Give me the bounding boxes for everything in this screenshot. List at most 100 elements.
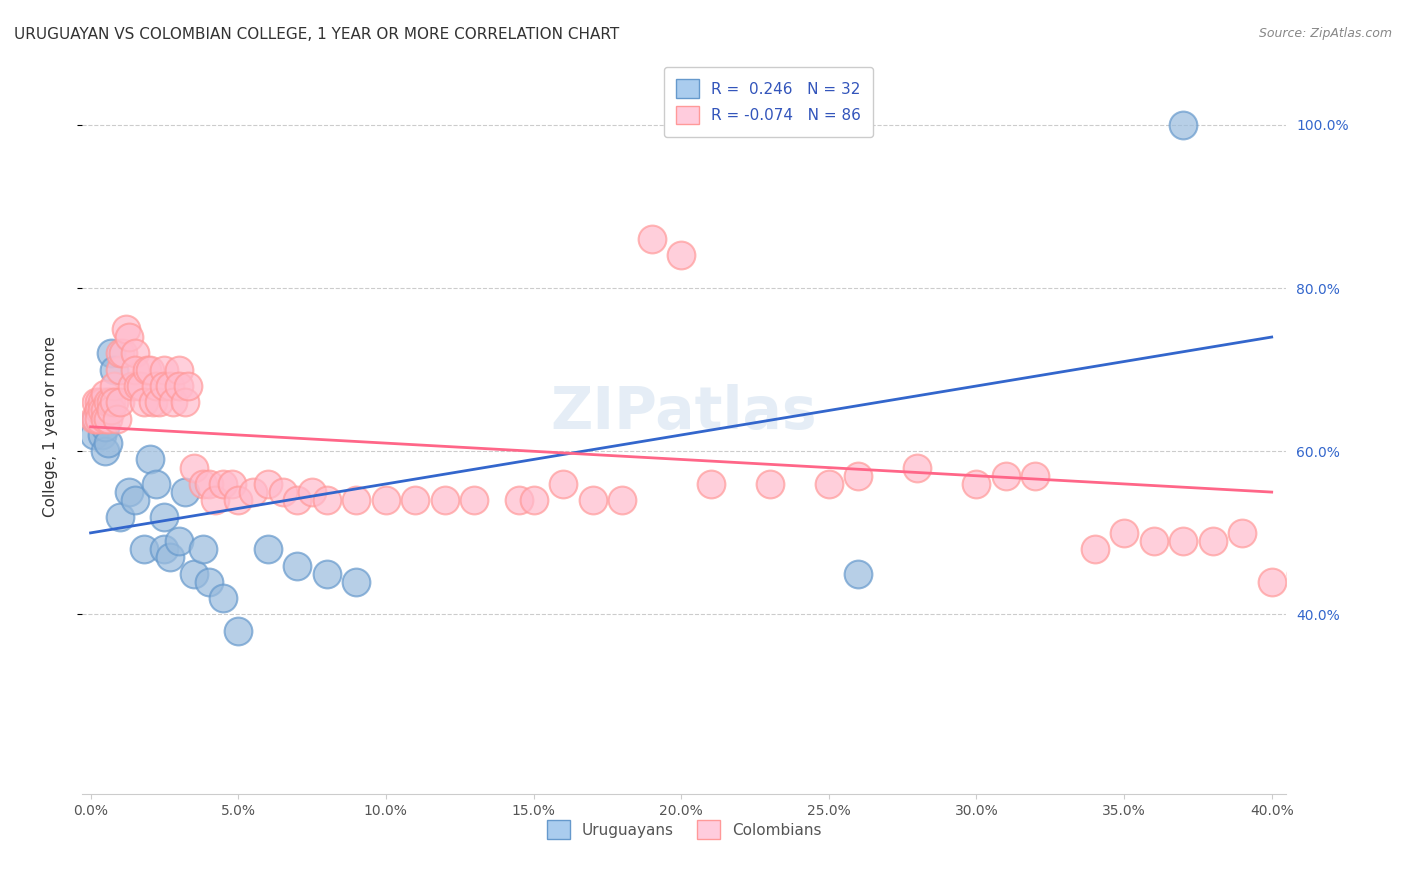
Colombians	[94, 387, 117, 401]
Colombians	[610, 493, 633, 508]
Colombians	[129, 379, 152, 393]
Colombians	[112, 346, 135, 360]
Colombians	[108, 362, 131, 376]
Uruguayans	[183, 566, 205, 581]
Colombians	[1171, 534, 1194, 549]
Colombians	[132, 395, 155, 409]
Colombians	[1083, 542, 1105, 557]
Uruguayans	[212, 591, 235, 606]
Colombians	[167, 379, 190, 393]
Colombians	[204, 493, 226, 508]
Colombians	[256, 477, 278, 491]
Colombians	[242, 485, 264, 500]
Colombians	[301, 485, 323, 500]
Colombians	[1289, 566, 1312, 581]
Colombians	[1348, 698, 1371, 712]
Uruguayans	[83, 428, 105, 442]
Colombians	[86, 395, 108, 409]
Colombians	[1260, 574, 1282, 589]
Colombians	[83, 411, 105, 425]
Colombians	[86, 411, 108, 425]
Colombians	[153, 362, 176, 376]
Colombians	[89, 411, 111, 425]
Colombians	[669, 248, 692, 262]
Uruguayans	[118, 485, 141, 500]
Text: ZIPatlas: ZIPatlas	[551, 384, 817, 441]
Uruguayans	[97, 436, 120, 450]
Colombians	[177, 379, 200, 393]
Colombians	[315, 493, 337, 508]
Colombians	[89, 395, 111, 409]
Uruguayans	[153, 509, 176, 524]
Colombians	[148, 395, 170, 409]
Colombians	[463, 493, 485, 508]
Colombians	[100, 403, 122, 417]
Colombians	[118, 330, 141, 344]
Colombians	[115, 322, 138, 336]
Uruguayans	[94, 395, 117, 409]
Colombians	[124, 362, 146, 376]
Colombians	[285, 493, 308, 508]
Colombians	[108, 395, 131, 409]
Colombians	[138, 362, 160, 376]
Uruguayans	[86, 411, 108, 425]
Colombians	[183, 460, 205, 475]
Uruguayans	[315, 566, 337, 581]
Uruguayans	[108, 509, 131, 524]
Colombians	[221, 477, 243, 491]
Uruguayans	[226, 624, 249, 638]
Uruguayans	[132, 542, 155, 557]
Colombians	[197, 477, 219, 491]
Uruguayans	[89, 403, 111, 417]
Colombians	[103, 379, 125, 393]
Uruguayans	[174, 485, 197, 500]
Uruguayans	[153, 542, 176, 557]
Colombians	[905, 460, 928, 475]
Colombians	[640, 232, 662, 246]
Colombians	[1142, 534, 1164, 549]
Text: URUGUAYAN VS COLOMBIAN COLLEGE, 1 YEAR OR MORE CORRELATION CHART: URUGUAYAN VS COLOMBIAN COLLEGE, 1 YEAR O…	[14, 27, 619, 42]
Colombians	[191, 477, 214, 491]
Colombians	[153, 379, 176, 393]
Colombians	[89, 403, 111, 417]
Colombians	[97, 395, 120, 409]
Uruguayans	[124, 493, 146, 508]
Colombians	[581, 493, 603, 508]
Uruguayans	[191, 542, 214, 557]
Colombians	[1112, 525, 1135, 540]
Colombians	[212, 477, 235, 491]
Uruguayans	[91, 428, 114, 442]
Colombians	[162, 395, 184, 409]
Colombians	[1201, 534, 1223, 549]
Uruguayans	[94, 419, 117, 434]
Colombians	[94, 411, 117, 425]
Uruguayans	[846, 566, 869, 581]
Colombians	[174, 395, 197, 409]
Colombians	[522, 493, 544, 508]
Colombians	[404, 493, 426, 508]
Colombians	[551, 477, 574, 491]
Colombians	[91, 403, 114, 417]
Colombians	[100, 395, 122, 409]
Colombians	[699, 477, 721, 491]
Colombians	[121, 379, 143, 393]
Uruguayans	[100, 346, 122, 360]
Colombians	[105, 411, 128, 425]
Colombians	[94, 403, 117, 417]
Colombians	[1024, 468, 1046, 483]
Colombians	[374, 493, 396, 508]
Uruguayans	[197, 574, 219, 589]
Colombians	[226, 493, 249, 508]
Y-axis label: College, 1 year or more: College, 1 year or more	[44, 336, 58, 517]
Text: Source: ZipAtlas.com: Source: ZipAtlas.com	[1258, 27, 1392, 40]
Colombians	[433, 493, 456, 508]
Colombians	[135, 362, 157, 376]
Colombians	[167, 362, 190, 376]
Uruguayans	[103, 362, 125, 376]
Colombians	[965, 477, 987, 491]
Uruguayans	[1171, 118, 1194, 132]
Colombians	[758, 477, 780, 491]
Colombians	[91, 395, 114, 409]
Uruguayans	[145, 477, 167, 491]
Colombians	[817, 477, 839, 491]
